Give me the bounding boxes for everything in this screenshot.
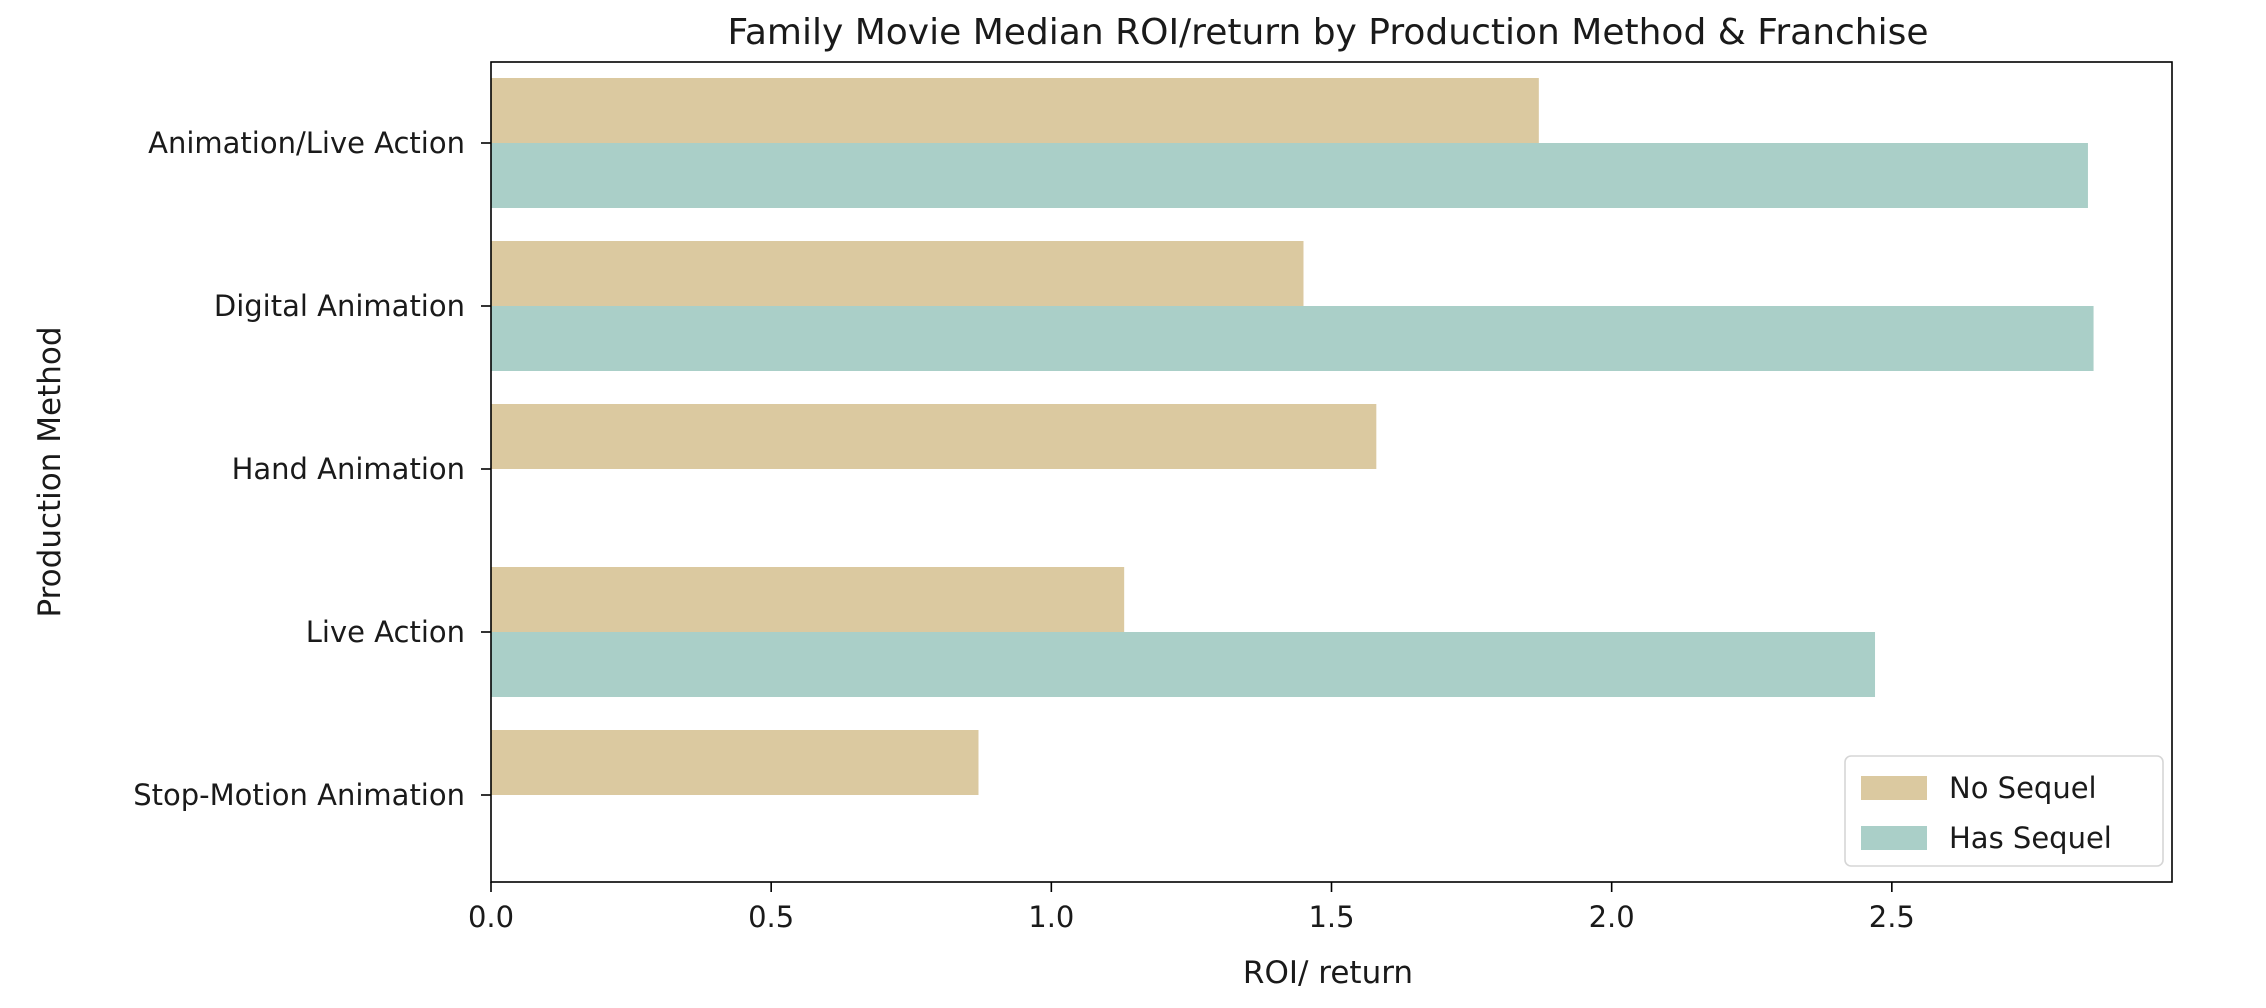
chart-title: Family Movie Median ROI/return by Produc… (727, 12, 1928, 53)
legend: No Sequel Has Sequel (1844, 755, 2164, 867)
y-tick-label: Animation/Live Action (148, 126, 465, 160)
bar-no-sequel-0 (491, 78, 1539, 143)
bar-has-sequel-1 (491, 306, 2094, 371)
legend-label: No Sequel (1949, 771, 2097, 805)
bar-has-sequel-3 (491, 632, 1876, 697)
x-tick-label: 0.5 (748, 900, 794, 934)
x-axis-label: ROI/ return (1243, 955, 1413, 991)
y-tick-label: Digital Animation (214, 289, 465, 323)
legend-swatch (1861, 776, 1927, 800)
bar-no-sequel-3 (491, 567, 1125, 632)
x-tick-label: 2.5 (1869, 900, 1915, 934)
y-tick-label: Stop-Motion Animation (133, 778, 465, 812)
x-tick-label: 0.0 (468, 900, 514, 934)
bar-has-sequel-0 (491, 143, 2088, 208)
x-tick-label: 2.0 (1589, 900, 1635, 934)
y-axis-ticks: Animation/Live Action Digital Animation Ha… (133, 126, 491, 812)
bar-no-sequel-1 (491, 241, 1304, 306)
x-tick-label: 1.0 (1028, 900, 1074, 934)
x-tick-label: 1.5 (1308, 900, 1354, 934)
bar-no-sequel-2 (491, 404, 1377, 469)
legend-label: Has Sequel (1949, 821, 2112, 855)
bar-no-sequel-4 (491, 730, 979, 795)
y-axis-label: Production Method (32, 326, 68, 617)
x-axis-ticks: 0.0 0.5 1.0 1.5 2.0 2.5 (468, 882, 1915, 934)
legend-swatch (1861, 826, 1927, 850)
bars-layer (491, 78, 2094, 795)
y-tick-label: Live Action (306, 615, 465, 649)
y-tick-label: Hand Animation (232, 452, 465, 486)
